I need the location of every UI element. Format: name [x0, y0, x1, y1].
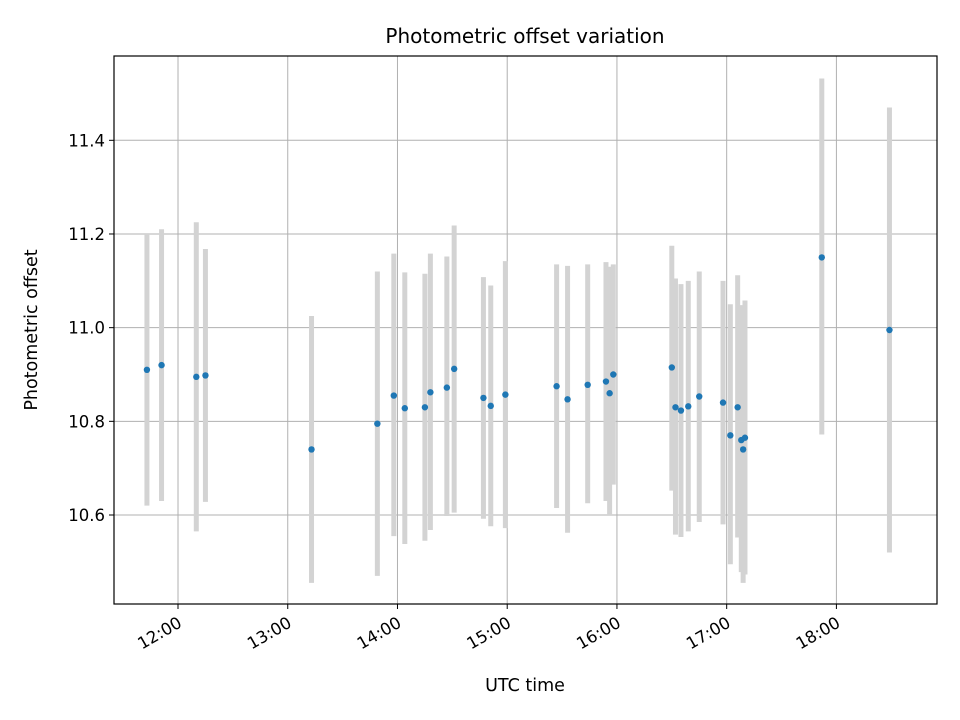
data-point — [487, 402, 494, 410]
data-point — [158, 361, 165, 369]
data-point — [734, 404, 741, 411]
data-point — [696, 393, 703, 400]
data-point — [374, 420, 381, 427]
data-point — [818, 254, 825, 261]
data-point — [193, 373, 200, 381]
data-point — [450, 365, 458, 373]
x-axis-label: UTC time — [485, 676, 565, 696]
plot-area — [114, 56, 937, 604]
data-point — [143, 366, 151, 374]
data-point — [677, 407, 685, 414]
data-point — [741, 434, 749, 441]
data-point — [308, 446, 315, 453]
data-point — [553, 383, 560, 390]
data-point — [719, 399, 727, 406]
data-point — [672, 404, 679, 411]
y-tick-label: 11.4 — [68, 131, 105, 150]
data-point — [401, 405, 408, 412]
y-tick-label: 11.0 — [68, 319, 105, 338]
y-tick-label: 10.8 — [68, 412, 105, 431]
grid — [114, 56, 937, 604]
data-point — [480, 394, 487, 402]
y-tick-label: 11.2 — [68, 225, 105, 244]
data-point — [427, 389, 434, 396]
data-points — [143, 254, 893, 453]
data-point — [727, 432, 734, 439]
data-point — [584, 381, 591, 388]
data-point — [390, 392, 398, 399]
data-point — [421, 404, 429, 411]
data-point — [602, 378, 610, 385]
data-point — [610, 371, 617, 378]
y-tick-label: 10.6 — [68, 506, 105, 525]
data-point — [606, 390, 613, 397]
y-axis-label: Photometric offset — [22, 249, 42, 410]
data-point — [502, 391, 509, 398]
data-point — [443, 384, 451, 391]
plot-frame — [113, 55, 938, 605]
data-point — [739, 446, 747, 453]
data-point — [886, 326, 893, 334]
data-point — [685, 403, 692, 410]
data-point — [564, 396, 571, 403]
data-point — [202, 372, 209, 379]
data-point — [668, 364, 676, 371]
chart-title: Photometric offset variation — [385, 24, 664, 48]
